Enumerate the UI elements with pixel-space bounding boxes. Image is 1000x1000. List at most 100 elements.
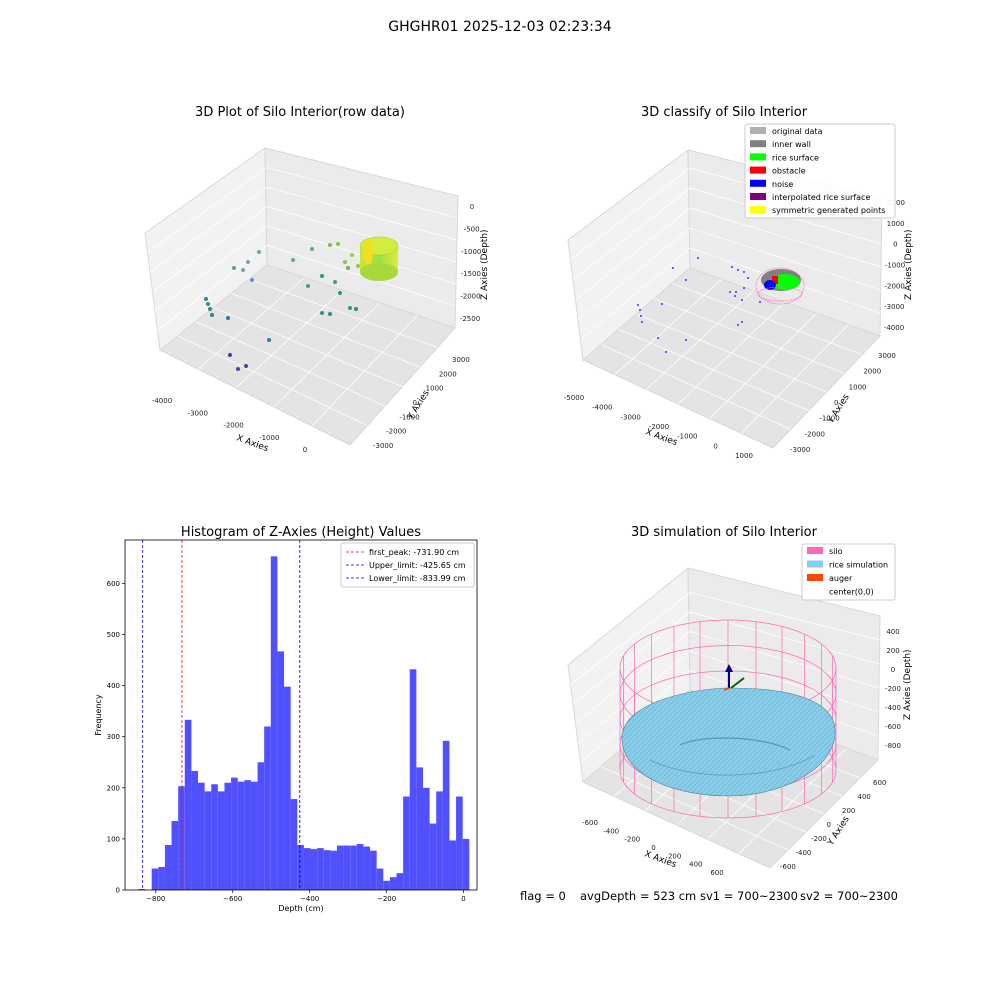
panel-classify-3d-title: 3D classify of Silo Interior — [641, 105, 808, 120]
histogram-xlabel: Depth (cm) — [278, 904, 323, 913]
tick-label: -4000 — [152, 397, 172, 405]
panel-classify-3d: 3D classify of Silo Interior -5000 -4000 -… — [564, 105, 914, 460]
histogram-bar — [138, 888, 146, 890]
tick-label: -400 — [885, 704, 901, 712]
data-point — [306, 284, 310, 288]
tick-label: 0 — [651, 844, 655, 852]
data-point — [348, 306, 352, 310]
legend-swatch — [750, 179, 766, 187]
histogram-bar — [429, 823, 437, 890]
legend-label: obstacle — [772, 167, 806, 176]
gridline — [572, 187, 882, 281]
noise-point — [641, 321, 643, 323]
gridline — [575, 207, 882, 301]
noise-point — [640, 315, 642, 317]
tick-label: -4000 — [592, 404, 612, 412]
legend-label: noise — [772, 180, 793, 189]
tick-label: 2000 — [887, 199, 905, 207]
legend-label: silo — [829, 547, 843, 556]
legend-swatch — [807, 574, 823, 581]
x-tick-label: 0 — [461, 895, 465, 903]
histogram-bar — [237, 781, 245, 890]
histogram-x-ticks: −800 −600 −400 −200 0 — [146, 890, 466, 903]
noise-point — [665, 351, 667, 353]
flag-text: flag = 0 — [520, 889, 566, 903]
raw-zlabel: Z Axies (Depth) — [480, 229, 490, 300]
data-point — [206, 302, 210, 306]
sv2-text: sv2 = 700~2300 — [800, 889, 898, 903]
tick-label: -3000 — [373, 442, 393, 450]
gridline — [580, 247, 881, 341]
simulation-title: 3D simulation of Silo Interior — [631, 525, 818, 540]
tick-label: -1000 — [259, 434, 279, 442]
tick-label: -2000 — [223, 422, 243, 430]
data-point — [257, 250, 261, 254]
data-point — [310, 247, 314, 251]
noise-point — [685, 339, 687, 341]
tick-label: 1000 — [849, 383, 867, 391]
noise-point — [731, 266, 733, 268]
tick-label: -1000 — [677, 433, 697, 441]
tick-label: -3000 — [188, 409, 208, 417]
histogram-bar — [277, 651, 285, 890]
histogram-bar — [151, 868, 159, 890]
tick-label: -800 — [885, 742, 901, 750]
histogram-bar — [356, 844, 364, 890]
histogram-bar — [383, 880, 390, 890]
histogram-bar — [164, 845, 172, 890]
legend-label: rice simulation — [829, 561, 888, 570]
gridline — [672, 282, 863, 356]
data-point — [250, 278, 254, 282]
histogram-bar — [184, 719, 192, 890]
data-point — [208, 307, 212, 311]
histogram-bar — [264, 726, 271, 890]
histogram-bar — [442, 740, 450, 890]
gridline — [600, 766, 789, 851]
y-tick-label: 200 — [107, 784, 120, 792]
histogram-bars — [138, 556, 470, 890]
histogram-bar — [244, 780, 251, 890]
data-point — [210, 313, 214, 317]
tick-label: -1000 — [461, 248, 481, 256]
histogram-bar — [204, 791, 212, 890]
histogram-bar — [456, 796, 463, 890]
gridline — [575, 631, 880, 724]
gridline — [572, 611, 880, 705]
histogram-bar — [178, 786, 185, 890]
noise-point — [737, 324, 739, 326]
data-point — [232, 266, 236, 270]
histogram-bar — [363, 846, 371, 890]
tick-label: -600 — [582, 819, 598, 827]
tick-label: 0 — [470, 203, 474, 211]
figure-suptitle: GHGHR01 2025-12-03 02:23:34 — [388, 19, 612, 35]
noise-point — [743, 287, 745, 289]
noise-point — [747, 277, 749, 279]
gridline — [577, 227, 881, 321]
noise-point — [735, 291, 737, 293]
histogram-bar — [350, 845, 357, 890]
tick-label: 0 — [893, 241, 897, 249]
histogram-bar — [211, 784, 218, 890]
tick-label: -2000 — [460, 293, 480, 301]
gridline — [600, 344, 791, 430]
data-point — [350, 253, 354, 257]
data-point — [204, 297, 208, 301]
noise-point — [672, 267, 674, 269]
tick-label: -3000 — [790, 446, 810, 454]
noise-point — [741, 321, 743, 323]
data-point — [338, 291, 342, 295]
histogram-bar — [284, 686, 291, 890]
sv1-text: sv1 = 700~2300 — [700, 889, 798, 903]
x-tick-label: −200 — [377, 895, 396, 903]
y-tick-label: 300 — [107, 733, 120, 741]
tick-label: -500 — [464, 225, 480, 233]
legend-label: auger — [829, 574, 853, 583]
tick-label: -4000 — [884, 324, 904, 332]
legend-swatch — [807, 560, 823, 568]
tick-label: -5000 — [564, 394, 584, 402]
tick-label: 2000 — [439, 370, 457, 378]
histogram-bar — [310, 849, 318, 890]
tick-label: -2000 — [649, 423, 669, 431]
histogram-bar — [217, 791, 225, 890]
